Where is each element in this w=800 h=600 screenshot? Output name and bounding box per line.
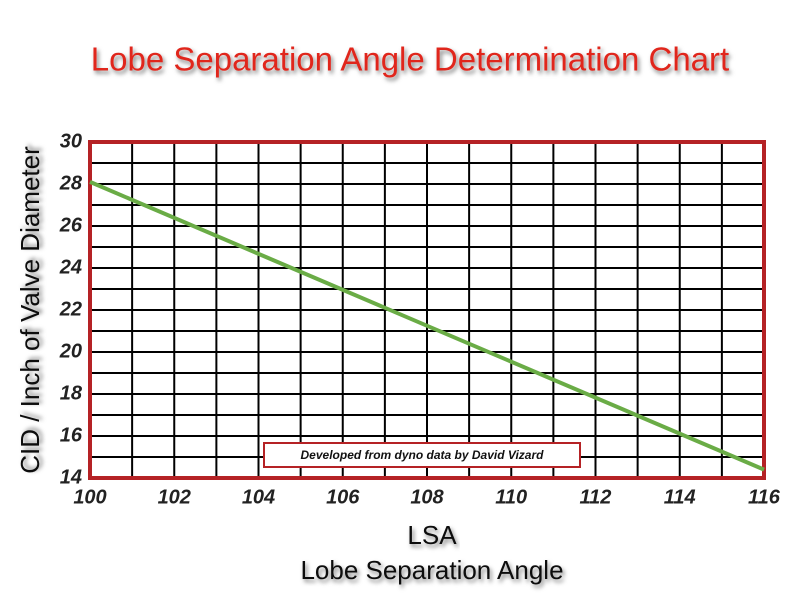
x-tick-label: 116 bbox=[748, 486, 781, 508]
y-axis-label: CID / Inch of Valve Diameter bbox=[15, 146, 45, 474]
x-tick-label: 100 bbox=[73, 486, 106, 508]
x-tick-label: 114 bbox=[664, 486, 696, 508]
x-tick-label: 104 bbox=[242, 486, 275, 508]
y-tick-label: 24 bbox=[59, 256, 82, 278]
data-line bbox=[89, 180, 765, 472]
y-tick-label: 20 bbox=[59, 340, 82, 362]
x-tick-label: 112 bbox=[580, 486, 612, 508]
annotation-box bbox=[263, 442, 581, 468]
annotation: Developed from dyno data by David Vizard bbox=[301, 448, 545, 462]
y-tick-label: 30 bbox=[60, 130, 82, 152]
x-tick-label: 110 bbox=[495, 486, 527, 508]
y-tick-label: 16 bbox=[60, 424, 83, 446]
x-axis-label: LSA bbox=[407, 520, 457, 550]
x-axis-sublabel: Lobe Separation Angle bbox=[300, 555, 563, 585]
y-tick-label: 26 bbox=[59, 214, 83, 236]
y-tick-label: 28 bbox=[59, 172, 83, 194]
y-tick-label: 18 bbox=[60, 382, 83, 404]
chart-title: Lobe Separation Angle Determination Char… bbox=[91, 41, 729, 78]
x-tick-label: 106 bbox=[326, 486, 360, 508]
y-tick-label: 22 bbox=[59, 298, 82, 320]
plot-frame bbox=[88, 140, 766, 480]
x-tick-label: 102 bbox=[158, 486, 191, 508]
x-tick-label: 108 bbox=[410, 486, 444, 508]
y-tick-label: 14 bbox=[60, 466, 82, 488]
